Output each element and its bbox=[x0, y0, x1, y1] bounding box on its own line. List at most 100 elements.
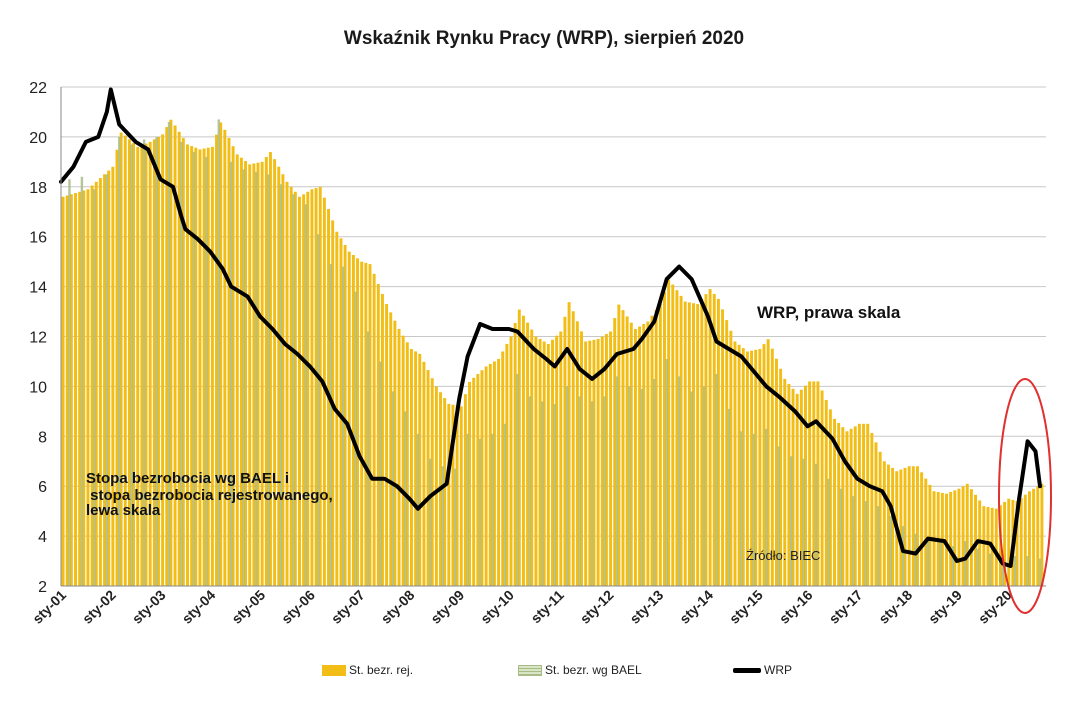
bar-registered bbox=[559, 331, 563, 586]
y-axis-ticks: 2 4 6 8 10 12 14 16 18 20 22 bbox=[29, 80, 47, 596]
source-label: Źródło: BIEC bbox=[746, 548, 820, 563]
bar-registered bbox=[443, 398, 447, 586]
bar-registered bbox=[206, 147, 210, 586]
x-tick-label: sty-02 bbox=[79, 587, 119, 627]
legend-item-wrp: WRP bbox=[733, 663, 792, 677]
bar-bael bbox=[329, 264, 332, 586]
bar-registered bbox=[961, 486, 965, 586]
bar-registered bbox=[816, 381, 820, 586]
bar-registered bbox=[1007, 498, 1011, 586]
bar-bael bbox=[205, 156, 208, 587]
bar-registered bbox=[903, 467, 907, 586]
bar-registered bbox=[733, 341, 737, 586]
bar-registered bbox=[783, 378, 787, 586]
bar-registered bbox=[190, 146, 194, 586]
bar-registered bbox=[368, 264, 372, 586]
chart-title: Wskaźnik Rynku Pracy (WRP), sierpień 202… bbox=[343, 28, 745, 49]
bar-bael bbox=[541, 401, 544, 586]
bar-registered bbox=[907, 466, 911, 586]
bar-registered bbox=[737, 344, 741, 586]
bar-registered bbox=[687, 302, 691, 586]
bar-registered bbox=[372, 273, 376, 586]
bar-registered bbox=[422, 361, 426, 586]
bar-bael bbox=[192, 151, 196, 586]
bar-bael bbox=[279, 184, 283, 586]
bar-bael bbox=[354, 291, 357, 586]
bar-bael bbox=[553, 403, 556, 586]
bar-registered bbox=[285, 181, 289, 586]
bar-registered bbox=[488, 363, 492, 586]
bar-registered bbox=[563, 316, 567, 586]
bar-bael bbox=[864, 501, 868, 586]
bar-bael bbox=[752, 433, 756, 586]
bar-bael bbox=[429, 458, 432, 586]
bar-registered bbox=[870, 432, 874, 586]
bar-registered bbox=[853, 426, 857, 586]
bar-registered bbox=[509, 336, 513, 586]
bar-registered bbox=[994, 508, 998, 586]
bar-bael bbox=[690, 391, 693, 586]
bar-registered bbox=[621, 310, 625, 586]
bar-registered bbox=[916, 466, 919, 586]
bar-registered bbox=[239, 157, 243, 587]
bar-bael bbox=[155, 136, 158, 586]
bar-registered bbox=[633, 329, 637, 586]
bar-registered bbox=[745, 351, 749, 586]
bar-registered bbox=[721, 309, 725, 586]
bar-registered bbox=[1015, 501, 1019, 586]
bar-registered bbox=[82, 190, 86, 587]
bar-registered bbox=[401, 335, 405, 586]
bar-bael bbox=[230, 161, 233, 586]
bar-registered bbox=[169, 119, 173, 587]
bar-bael bbox=[665, 358, 668, 586]
x-tick-label: sty-03 bbox=[129, 587, 169, 627]
bar-registered bbox=[281, 174, 285, 586]
bar-bael bbox=[951, 546, 955, 586]
bar-registered bbox=[886, 464, 890, 586]
bar-registered bbox=[600, 336, 604, 586]
bar-registered bbox=[351, 254, 355, 586]
bar-registered bbox=[161, 134, 165, 586]
bar-registered bbox=[969, 489, 973, 586]
bar-registered bbox=[849, 428, 853, 586]
bar-bael bbox=[852, 496, 855, 586]
bar-bael bbox=[118, 136, 121, 586]
bar-registered bbox=[750, 350, 754, 586]
x-tick-label: sty-15 bbox=[726, 587, 766, 627]
bar-registered bbox=[186, 144, 189, 586]
bar-registered bbox=[779, 368, 783, 586]
bar-bael bbox=[740, 431, 743, 586]
bar-registered bbox=[61, 196, 65, 586]
bar-registered bbox=[820, 390, 824, 586]
bar-registered bbox=[148, 141, 152, 586]
bar-registered bbox=[1032, 488, 1036, 586]
bar-bael bbox=[68, 179, 71, 586]
bar-registered bbox=[219, 122, 223, 586]
bar-bael bbox=[777, 446, 780, 586]
legend-label-registered: St. bezr. rej. bbox=[349, 663, 414, 677]
bar-registered bbox=[588, 340, 592, 586]
bar-bael bbox=[491, 433, 494, 586]
bar-registered bbox=[762, 344, 766, 586]
bar-registered bbox=[725, 320, 729, 586]
bar-registered bbox=[609, 331, 613, 586]
x-tick-label: sty-18 bbox=[875, 587, 915, 627]
bar-registered bbox=[604, 334, 608, 586]
bar-bael bbox=[404, 411, 407, 586]
legend-swatch-bael bbox=[518, 664, 542, 676]
bar-bael bbox=[789, 456, 793, 586]
bar-registered bbox=[293, 191, 297, 587]
bar-registered bbox=[758, 348, 762, 586]
bar-registered bbox=[642, 324, 646, 586]
bar-registered bbox=[459, 406, 463, 586]
bar-bael bbox=[93, 189, 96, 587]
legend-swatch-registered bbox=[322, 664, 346, 676]
bar-registered bbox=[107, 170, 111, 586]
bar-registered bbox=[654, 309, 658, 586]
y-tick-label: 6 bbox=[38, 479, 47, 496]
bar-registered bbox=[924, 478, 928, 586]
bar-registered bbox=[592, 339, 596, 586]
bar-registered bbox=[347, 251, 351, 587]
bar-registered bbox=[646, 321, 650, 586]
x-tick-label: sty-10 bbox=[477, 587, 517, 627]
